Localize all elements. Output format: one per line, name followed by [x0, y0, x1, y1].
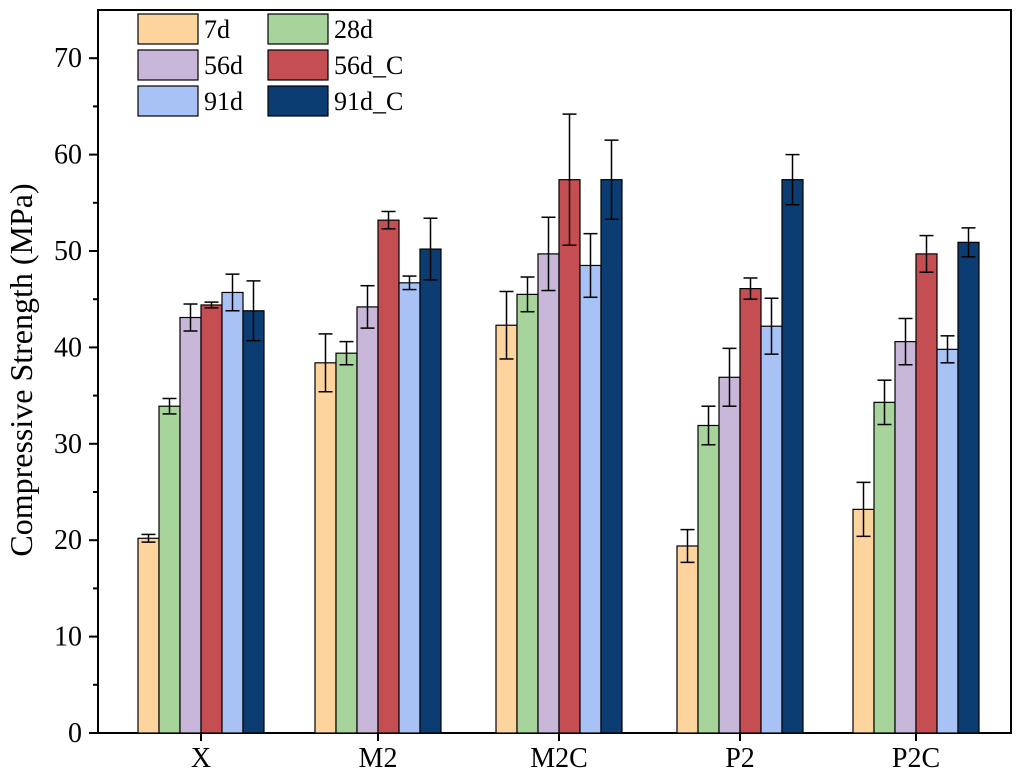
x-tick-label-M2C: M2C [530, 743, 588, 772]
legend-swatch-91d_C [267, 85, 329, 117]
error-bar-91d_C-P2C [961, 227, 976, 258]
legend-label-91d: 91d [204, 87, 243, 116]
bar-28d-X [158, 405, 181, 734]
error-bar-91d-P2C [940, 335, 955, 364]
bar-56d-M2C [537, 253, 560, 734]
legend: 7d 28d 56d 56d_C 91d 91d_C [137, 13, 403, 117]
error-bar-56d-M2 [360, 284, 375, 329]
bar-91d-M2 [398, 282, 421, 734]
error-bar-28d-P2 [701, 405, 716, 446]
bar-91d_C-M2 [419, 248, 442, 734]
error-bar-7d-X [141, 533, 156, 543]
bar-7d-X [137, 537, 160, 734]
y-axis-label: Compressive Strength (MPa) [3, 183, 39, 556]
bar-7d-M2C [495, 324, 518, 734]
error-bar-56d-X [183, 303, 198, 332]
error-bar-7d-M2C [499, 290, 514, 360]
y-tick-label-40: 40 [54, 332, 82, 363]
bar-91d-M2C [579, 264, 602, 734]
error-bar-91d-M2C [583, 232, 598, 299]
bar-91d_C-X [242, 310, 265, 734]
bar-56d_C-P2 [739, 287, 762, 734]
bar-91d_C-M2C [600, 179, 623, 734]
y-tick-label-30: 30 [54, 429, 82, 460]
y-tick-label-50: 50 [54, 236, 82, 267]
error-bar-56d_C-P2C [919, 234, 934, 273]
bar-56d-P2C [894, 341, 917, 734]
error-bar-7d-P2C [856, 481, 871, 538]
bar-91d_C-P2C [957, 241, 980, 734]
legend-swatch-56d [137, 49, 199, 81]
error-bar-56d-M2C [541, 216, 556, 292]
x-tick-label-M2: M2 [359, 743, 398, 772]
legend-label-28d: 28d [334, 15, 373, 44]
error-bar-28d-X [162, 397, 177, 415]
error-bar-7d-M2 [318, 333, 333, 393]
error-bar-91d_C-M2C [604, 139, 619, 220]
x-tick-label-P2C: P2C [892, 743, 940, 772]
bar-56d-M2 [356, 306, 379, 734]
bar-7d-P2 [676, 545, 699, 734]
error-bar-28d-M2C [520, 276, 535, 313]
bar-56d_C-P2C [915, 253, 938, 734]
bar-56d-P2 [718, 376, 741, 734]
bar-56d_C-X [200, 304, 223, 734]
error-bar-7d-P2 [680, 528, 695, 564]
error-bar-56d_C-M2C [562, 113, 577, 246]
bar-7d-P2C [852, 508, 875, 734]
legend-swatch-91d [137, 85, 199, 117]
legend-label-91d_C: 91d_C [334, 87, 403, 116]
bar-56d-X [179, 316, 202, 734]
bar-56d_C-M2C [558, 179, 581, 734]
x-tick-label-X: X [191, 743, 211, 772]
legend-swatch-28d [267, 13, 329, 45]
bar-91d-P2 [760, 325, 783, 734]
error-bar-91d-X [225, 273, 240, 312]
error-bar-28d-M2 [339, 340, 354, 366]
error-bar-56d-P2C [898, 317, 913, 366]
error-bar-56d-P2 [722, 347, 737, 407]
error-bar-56d_C-M2 [381, 210, 396, 230]
legend-swatch-56d_C [267, 49, 329, 81]
error-bar-91d_C-M2 [423, 217, 438, 281]
y-tick-label-20: 20 [54, 525, 82, 556]
legend-label-7d: 7d [204, 15, 230, 44]
legend-swatch-7d [137, 13, 199, 45]
error-bar-56d_C-X [204, 301, 219, 309]
legend-label-56d_C: 56d_C [334, 51, 403, 80]
bar-28d-P2C [873, 401, 896, 734]
bar-91d-P2C [936, 348, 959, 734]
y-tick-label-0: 0 [68, 718, 82, 749]
error-bar-91d_C-X [246, 280, 261, 342]
bar-56d_C-M2 [377, 219, 400, 734]
error-bar-91d-M2 [402, 275, 417, 291]
x-tick-label-P2: P2 [725, 743, 755, 772]
bar-28d-P2 [697, 424, 720, 734]
bar-28d-M2 [335, 352, 358, 734]
error-bar-56d_C-P2 [743, 277, 758, 300]
y-tick-label-10: 10 [54, 622, 82, 653]
axes-layer: X M2 M2C P2 P2C 0 10 20 30 40 50 60 70 [54, 43, 940, 774]
error-bar-28d-P2C [877, 379, 892, 426]
legend-label-56d: 56d [204, 51, 243, 80]
error-bar-91d-P2 [764, 297, 779, 355]
bar-7d-M2 [314, 362, 337, 734]
y-tick-label-70: 70 [54, 43, 82, 74]
bar-91d-X [221, 291, 244, 734]
bar-91d_C-P2 [781, 179, 804, 734]
y-tick-label-60: 60 [54, 140, 82, 171]
error-bar-91d_C-P2 [785, 153, 800, 206]
bars-layer [137, 113, 980, 734]
bar-28d-M2C [516, 293, 539, 734]
